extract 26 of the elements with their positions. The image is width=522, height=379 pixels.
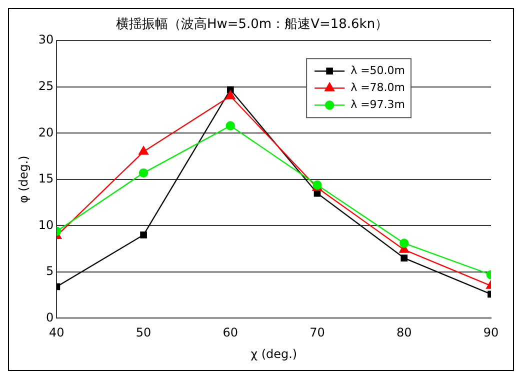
y-tick-label: 20 bbox=[38, 125, 54, 140]
y-tick-label: 30 bbox=[38, 32, 54, 47]
point bbox=[400, 254, 408, 262]
x-tick-label: 40 bbox=[49, 326, 64, 340]
x-tick-label: 70 bbox=[310, 326, 325, 340]
x-tick-label: 50 bbox=[136, 326, 152, 340]
point bbox=[225, 90, 236, 100]
x-tick-label: 80 bbox=[396, 326, 412, 340]
chart-title: 横揺振幅（波高Hw=5.0m：船速V=18.6kn） bbox=[116, 16, 388, 32]
point bbox=[138, 168, 148, 178]
legend-label: λ =50.0m bbox=[350, 64, 406, 77]
point bbox=[400, 238, 409, 248]
point bbox=[138, 146, 148, 155]
point bbox=[140, 231, 147, 238]
y-tick-label: 10 bbox=[38, 218, 54, 232]
x-axis-title: χ (deg.) bbox=[250, 346, 298, 361]
x-tick-label: 60 bbox=[222, 326, 238, 340]
y-axis-title: φ (deg.) bbox=[16, 156, 30, 204]
y-tick-label: 25 bbox=[38, 78, 54, 93]
x-tick-label: 90 bbox=[483, 326, 499, 340]
point bbox=[226, 121, 235, 130]
y-tick-label: 5 bbox=[46, 264, 54, 278]
legend-label: λ =78.0m bbox=[350, 80, 406, 94]
legend-label: λ =97.3m bbox=[350, 98, 406, 111]
y-tick-label: 0 bbox=[46, 310, 54, 324]
y-tick-label: 15 bbox=[38, 172, 54, 186]
